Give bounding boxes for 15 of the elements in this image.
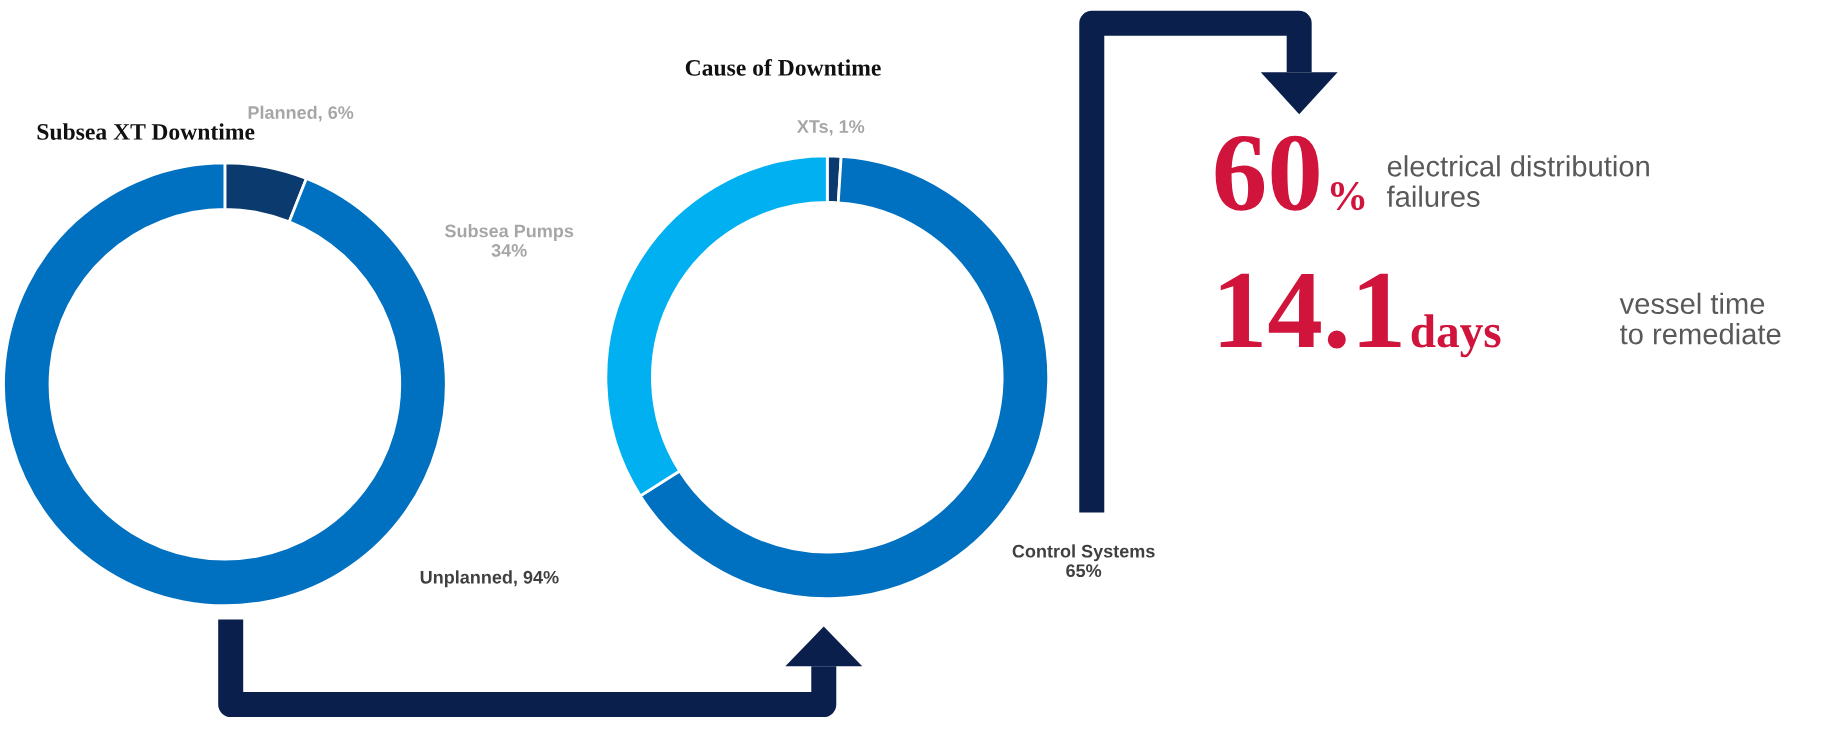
text: electrical distribution failures — [1386, 155, 1649, 208]
text: days — [1411, 314, 1501, 358]
slice-label: Planned, 6% — [248, 105, 354, 122]
slice-label: XTs, 1% — [796, 120, 865, 136]
chart-title: Cause of Downtime — [685, 58, 881, 76]
slice-label: Control Systems — [1012, 544, 1155, 562]
text: % — [1330, 181, 1365, 211]
data-label: 34% — [491, 244, 527, 257]
slice-label: Subsea Pumps — [444, 224, 574, 241]
data-label: 65% — [1066, 564, 1102, 578]
text: vessel time to remediate — [1619, 292, 1781, 345]
text: 14.1 — [1220, 273, 1401, 349]
slice-label: Unplanned, 94% — [420, 570, 559, 588]
text: Subsea XT Downtime — [37, 123, 255, 140]
text: 60 — [1215, 135, 1319, 211]
